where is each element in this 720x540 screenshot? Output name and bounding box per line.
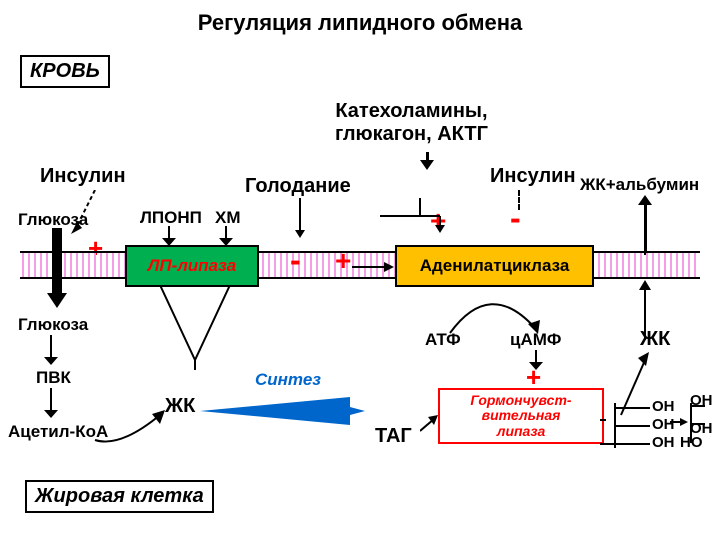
arrow-starv-plus xyxy=(380,198,450,238)
fatcell-box: Жировая клетка xyxy=(25,480,214,513)
glucose-bottom: Глюкоза xyxy=(18,315,88,335)
pvk: ПВК xyxy=(36,368,71,388)
arrow-atf-camp xyxy=(440,288,550,348)
zhk-albumin: ЖК+альбумин xyxy=(580,175,699,195)
adenyl-box: Аденилатциклаза xyxy=(395,245,594,287)
blood-box: КРОВЬ xyxy=(20,55,110,88)
minus-lplipase: - xyxy=(290,242,301,279)
arrow-plus-adenyl xyxy=(352,260,397,279)
zhk-right: ЖК xyxy=(640,328,670,351)
xm: ХМ xyxy=(215,208,241,228)
zhk-label: ЖК xyxy=(165,395,195,418)
catechol-label: Катехоламины, глюкагон, АКТГ xyxy=(335,100,488,146)
insulin-right: Инсулин xyxy=(490,165,576,188)
lponp: ЛПОНП xyxy=(140,208,202,228)
oh3: OH xyxy=(652,434,675,451)
arrow-catechol-down xyxy=(420,152,434,170)
synth-label: Синтез xyxy=(255,370,321,390)
starvation-label: Голодание xyxy=(245,175,351,198)
arrow-glu-pvk xyxy=(50,335,58,365)
page-title: Регуляция липидного обмена xyxy=(0,10,720,36)
arrow-xm-down xyxy=(225,226,233,246)
oh1: OH xyxy=(652,398,675,415)
arrow-pvk-acetyl xyxy=(50,388,58,418)
plus-lplipase: + xyxy=(335,245,351,277)
lplipase-box: ЛП-липаза xyxy=(125,245,259,287)
arrow-albumin-up xyxy=(638,195,652,255)
hsl2: вительная xyxy=(441,408,601,423)
funnel xyxy=(130,285,260,380)
tag-label: ТАГ xyxy=(375,425,412,448)
arrow-synth-blue xyxy=(200,393,370,434)
arrow-tag-glycerol xyxy=(670,415,690,434)
arrow-tag-hsl xyxy=(420,413,440,438)
hsl3: липаза xyxy=(441,424,601,439)
arrow-lponp-down xyxy=(168,226,176,246)
arrow-insulin-left xyxy=(70,190,100,240)
insulin-left: Инсулин xyxy=(40,165,126,188)
arrow-insulin-right-down xyxy=(518,190,520,210)
arrow-hsl-mol xyxy=(600,413,610,432)
arrow-glucose-through xyxy=(47,228,67,313)
hsl-box: Гормончувст- вительная липаза xyxy=(438,388,604,444)
arrow-starv-minus xyxy=(290,198,380,243)
hsl1: Гормончувст- xyxy=(441,393,601,408)
